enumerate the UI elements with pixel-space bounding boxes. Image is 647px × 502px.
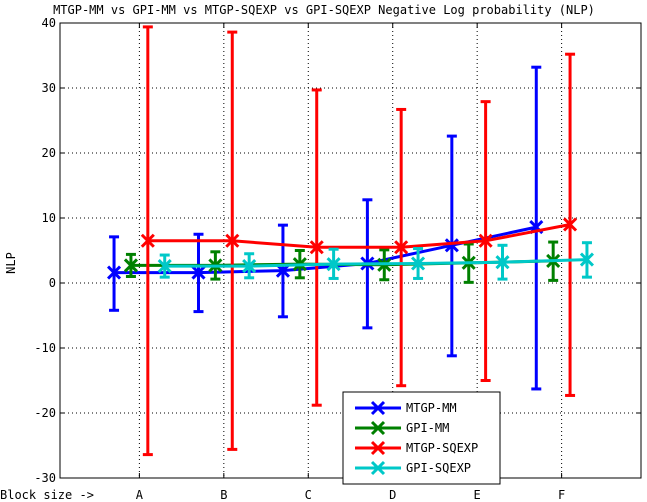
data-point xyxy=(157,259,172,274)
y-tick-label: -30 xyxy=(34,471,56,485)
y-tick-label: 0 xyxy=(49,276,56,290)
legend-marker xyxy=(370,400,386,416)
data-point xyxy=(326,257,341,272)
chart-title: MTGP-MM vs GPI-MM vs MTGP-SQEXP vs GPI-S… xyxy=(53,3,595,17)
x-tick-label: B xyxy=(220,488,227,502)
legend-label: MTGP-MM xyxy=(406,401,457,415)
data-point xyxy=(106,265,122,280)
x-tick-label: F xyxy=(558,488,565,502)
data-point xyxy=(579,252,595,267)
grid xyxy=(60,23,641,478)
data-point xyxy=(563,217,578,232)
y-tick-label: 10 xyxy=(42,211,56,225)
legend-label: GPI-SQEXP xyxy=(406,461,471,475)
legend-label: MTGP-SQEXP xyxy=(406,441,478,455)
series-mtgp-sqexp xyxy=(140,25,578,457)
legend-item: GPI-SQEXP xyxy=(355,460,471,476)
data-point xyxy=(225,233,240,248)
legend: MTGP-MM GPI-MM MTGP-SQEXP GPI-SQEXP xyxy=(342,391,501,485)
y-axis-label: NLP xyxy=(4,252,18,274)
data-point xyxy=(123,258,138,273)
y-tick-label: -10 xyxy=(34,341,56,355)
data-point xyxy=(242,259,257,274)
legend-marker xyxy=(370,440,386,456)
data-point xyxy=(309,240,324,255)
legend-item: MTGP-MM xyxy=(355,400,457,416)
x-tick-label: D xyxy=(389,488,396,502)
data-point xyxy=(394,240,409,255)
x-axis-label: Block size -> xyxy=(0,488,94,502)
data-point xyxy=(495,255,510,270)
series-layer xyxy=(106,25,595,457)
y-tick-label: 40 xyxy=(42,16,56,30)
series-line xyxy=(164,258,588,268)
x-tick-label: C xyxy=(305,488,312,502)
series-line xyxy=(147,223,571,249)
legend-item: MTGP-SQEXP xyxy=(355,440,478,456)
legend-marker xyxy=(370,460,386,476)
data-point xyxy=(191,265,206,280)
series-gpi-sqexp xyxy=(157,241,595,281)
y-tick-label: 20 xyxy=(42,146,56,160)
legend-label: GPI-MM xyxy=(406,421,449,435)
legend-marker xyxy=(370,420,386,436)
x-tick-label: A xyxy=(136,488,144,502)
data-point xyxy=(140,233,155,248)
data-point xyxy=(444,238,459,253)
y-tick-label: 30 xyxy=(42,81,56,95)
data-point xyxy=(478,233,493,248)
data-point xyxy=(410,256,426,271)
axes: -30 -20 -10 0 10 20 30 40 A B C D E F xyxy=(34,16,642,502)
y-tick-label: -20 xyxy=(34,406,56,420)
legend-item: GPI-MM xyxy=(355,420,449,436)
x-tick-label: E xyxy=(474,488,481,502)
